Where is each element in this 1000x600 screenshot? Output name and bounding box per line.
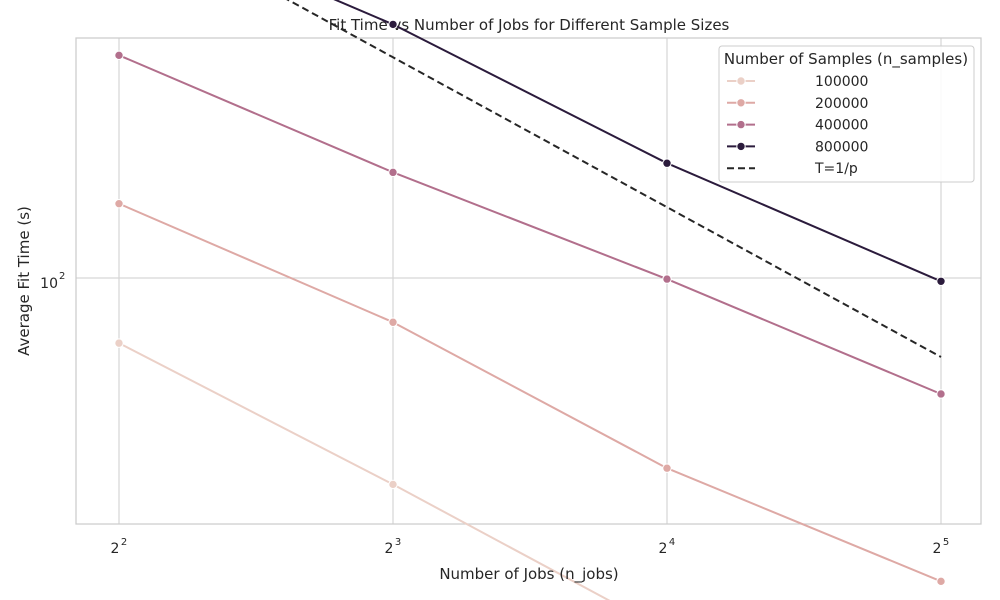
x-tick-exponent: 2 xyxy=(121,537,127,548)
data-point xyxy=(388,19,398,30)
legend-label: T=1/p xyxy=(814,161,858,177)
chart-title: Fit Time vs Number of Jobs for Different… xyxy=(329,16,730,34)
legend-entries: 100000 200000 400000 800000 T=1/p xyxy=(727,74,868,177)
series-line-200000 xyxy=(118,202,942,583)
data-point xyxy=(936,389,946,399)
data-point xyxy=(388,479,398,490)
y-tick-labels: 10 2 xyxy=(40,271,65,292)
legend-label: 100000 xyxy=(815,74,868,90)
data-point xyxy=(114,338,124,348)
legend-title: Number of Samples (n_samples) xyxy=(724,50,968,69)
data-point xyxy=(388,317,398,327)
series-layer xyxy=(114,0,946,600)
series-line-T=1/p xyxy=(286,0,942,358)
data-point xyxy=(114,198,124,209)
series-line-800000 xyxy=(333,0,942,283)
y-tick-exponent: 2 xyxy=(59,271,65,282)
data-point xyxy=(114,50,124,61)
plot-border xyxy=(75,37,982,525)
legend-box xyxy=(718,45,975,183)
x-tick-label: 2 xyxy=(933,541,942,557)
x-tick-exponent: 4 xyxy=(669,537,675,548)
y-axis-label: Average Fit Time (s) xyxy=(15,206,33,356)
data-point xyxy=(936,276,946,286)
legend-label: 800000 xyxy=(815,139,868,155)
x-tick-label: 2 xyxy=(659,541,668,557)
x-tick-exponent: 5 xyxy=(943,537,949,548)
data-point xyxy=(662,463,672,473)
x-tick-exponent: 3 xyxy=(395,537,401,548)
legend-marker xyxy=(736,98,746,108)
data-point xyxy=(936,576,946,587)
y-tick-label: 10 xyxy=(40,276,58,292)
data-point xyxy=(662,274,672,284)
x-axis-label: Number of Jobs (n_jobs) xyxy=(439,565,618,584)
legend-label: 200000 xyxy=(815,96,868,112)
legend: Number of Samples (n_samples) 100000 2000… xyxy=(718,45,975,183)
legend-marker xyxy=(736,141,746,152)
series-line-400000 xyxy=(118,54,942,395)
legend-marker xyxy=(736,119,746,130)
series-line-100000 xyxy=(118,342,611,600)
legend-marker xyxy=(736,76,746,86)
legend-label: 400000 xyxy=(815,118,868,134)
data-point xyxy=(388,167,398,178)
data-point xyxy=(662,158,672,168)
x-tick-label: 2 xyxy=(111,541,120,557)
x-tick-label: 2 xyxy=(385,541,394,557)
